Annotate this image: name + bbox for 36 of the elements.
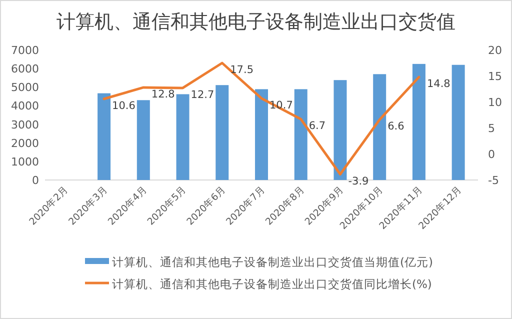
bar [412,64,426,180]
y-tick-label: 5000 [11,81,39,94]
y-tick-label: 6000 [11,62,39,76]
bar [136,100,150,180]
chart-title: 计算机、通信和其他电子设备制造业出口交货值 [56,11,456,33]
y2-tick-label: 20 [488,44,502,57]
y-tick-label: 7000 [11,44,39,57]
y-tick-label: 3000 [11,118,39,132]
bar [452,64,465,180]
bar [255,89,268,180]
bar [98,93,111,180]
data-label: 6.7 [308,120,326,132]
line-series [102,62,420,176]
y2-tick-label: 0 [488,148,495,161]
data-label: 12.8 [151,88,175,100]
y2-tick-label: 15 [488,70,502,83]
bar [294,89,308,180]
data-label: 14.8 [426,78,450,90]
bar [216,85,229,180]
y2-tick-label: -5 [488,174,499,187]
legend-label: 计算机、通信和其他电子设备制造业出口交货值当期值(亿元) [112,255,433,269]
legend-label: 计算机、通信和其他电子设备制造业出口交货值同比增长(%) [112,277,432,291]
y-tick-label: 4000 [11,100,39,113]
bar [176,94,190,180]
y2-tick-label: 10 [488,96,502,109]
y-tick-label: 1000 [11,155,39,168]
data-label: 6.6 [388,120,405,133]
data-label: 10.6 [112,100,136,112]
data-label: -3.9 [348,175,369,188]
data-label: 12.7 [190,88,214,101]
y2-tick-label: 5 [488,122,495,135]
data-label: 17.5 [230,64,254,76]
bar [334,80,347,180]
y-tick-label: 2000 [11,136,39,150]
bar [373,74,386,180]
y-tick-label: 0 [32,174,39,187]
